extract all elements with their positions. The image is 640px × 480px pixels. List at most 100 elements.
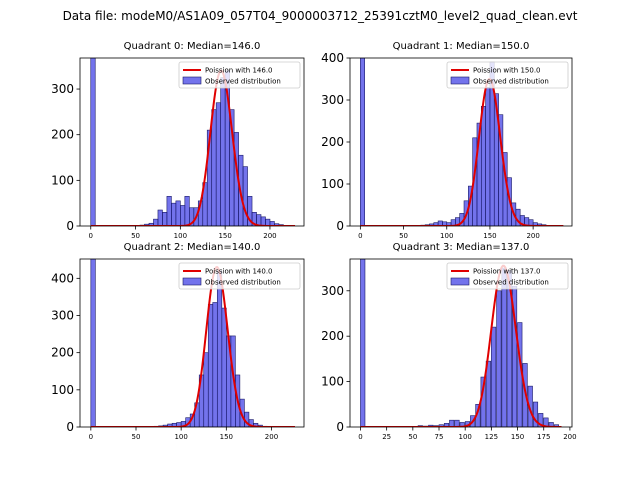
legend-box — [446, 61, 569, 89]
y-tick-label: 300 — [51, 82, 74, 96]
y-tick-label: 300 — [321, 93, 344, 107]
x-tick-label: 125 — [485, 433, 498, 441]
histogram-bar — [496, 290, 502, 427]
legend-curve-label: Poission with 150.0 — [473, 67, 541, 75]
y-tick-label: 300 — [321, 284, 344, 298]
subplot-quadrant-2: Quadrant 2: Median=140.0 0 100 200 300 400 0 50… — [51, 242, 305, 441]
poisson-curve — [360, 78, 564, 226]
legend-bar-swatch — [450, 277, 470, 286]
figure-title: Data file: modeM0/AS1A09_057T04_90000037… — [63, 9, 578, 23]
subplot-quadrant-3: Quadrant 3: Median=137.0 0 100 200 300 0 25 50 7… — [321, 242, 576, 441]
x-tick-label: 150 — [483, 232, 496, 240]
x-tick-label: 200 — [263, 232, 276, 240]
histogram-bar — [501, 267, 507, 427]
y-tick-label: 400 — [321, 51, 344, 65]
x-tick-label: 75 — [435, 433, 444, 441]
legend-bar-swatch — [450, 76, 470, 85]
histogram-bar — [171, 202, 177, 226]
plot-area — [90, 259, 295, 427]
axes-frame — [79, 258, 305, 428]
histogram-bar — [522, 363, 528, 427]
histogram-bar — [211, 109, 217, 226]
histogram-bar — [207, 304, 214, 427]
histogram-bar — [553, 424, 560, 427]
x-tick-label: 100 — [459, 433, 472, 441]
x-tick-label: 0 — [358, 232, 362, 240]
histogram-bar — [485, 87, 491, 226]
x-tick-label: 150 — [220, 433, 233, 441]
x-tick-label: 200 — [526, 232, 539, 240]
x-tick-label: 150 — [218, 232, 231, 240]
histogram-bar — [203, 352, 209, 427]
axes-frame — [349, 258, 573, 428]
histogram-bar — [538, 413, 544, 427]
legend: Poission with 140.0 Observed distribution — [178, 262, 301, 290]
legend: Poission with 146.0 Observed distribution — [178, 61, 301, 89]
histogram-bar — [491, 326, 497, 427]
histogram-bar — [449, 419, 455, 427]
y-tick-label: 200 — [51, 128, 74, 142]
x-tick-label: 50 — [131, 232, 140, 240]
subplot-title: Quadrant 3: Median=137.0 — [393, 242, 530, 253]
legend-bar-label: Observed distribution — [205, 279, 281, 287]
x-tick-label: 200 — [563, 433, 576, 441]
y-tick-label: 200 — [51, 346, 74, 360]
x-tick-label: 0 — [89, 433, 93, 441]
histogram-bar — [480, 106, 486, 226]
x-tick-label: 100 — [174, 433, 187, 441]
legend: Poission with 150.0 Observed distribution — [446, 61, 569, 89]
histogram-bar — [215, 102, 221, 226]
x-tick-label: 0 — [358, 433, 362, 441]
histogram-bar — [212, 302, 218, 427]
x-tick-label: 25 — [382, 433, 391, 441]
subplot-quadrant-1: Quadrant 1: Median=150.0 0 100 200 300 400 0 50… — [321, 41, 573, 240]
legend-bar-swatch — [182, 277, 202, 286]
histogram-bar — [90, 259, 96, 427]
legend-bar-label: Observed distribution — [473, 78, 549, 86]
histogram-bar — [459, 422, 465, 427]
histogram-bar — [90, 58, 96, 226]
histogram-bar — [162, 212, 168, 226]
histogram-bar — [157, 209, 163, 226]
y-tick-label: 300 — [51, 308, 74, 322]
histogram-bar — [438, 424, 444, 427]
histogram-bar — [184, 196, 190, 226]
histogram-bar — [532, 401, 539, 427]
poisson-curve — [90, 69, 296, 226]
histogram-bar — [175, 200, 181, 226]
histogram-bar — [216, 270, 223, 427]
y-tick-label: 100 — [321, 177, 344, 191]
legend-box — [178, 61, 301, 89]
legend-curve-label: Poission with 146.0 — [205, 67, 273, 75]
x-tick-label: 50 — [399, 232, 408, 240]
histogram-bar — [153, 218, 159, 226]
x-tick-label: 50 — [132, 433, 141, 441]
x-tick-label: 100 — [440, 232, 453, 240]
histogram-bar — [221, 307, 227, 427]
y-tick-label: 100 — [321, 375, 344, 389]
subplots: Quadrant 0: Median=146.0 0 100 200 300 0 50 100… — [51, 41, 576, 441]
y-tick-label: 100 — [51, 383, 74, 397]
legend-box — [446, 262, 569, 290]
subplot-title: Quadrant 2: Median=140.0 — [124, 242, 261, 253]
y-tick-label: 0 — [66, 219, 74, 233]
histogram-bar — [360, 259, 366, 427]
y-tick-label: 200 — [321, 329, 344, 343]
axes-frame — [79, 57, 305, 227]
subplot-title: Quadrant 1: Median=150.0 — [393, 41, 530, 52]
legend: Poission with 137.0 Observed distribution — [446, 262, 569, 290]
x-tick-label: 0 — [89, 232, 93, 240]
x-tick-label: 150 — [511, 433, 524, 441]
legend-box — [178, 262, 301, 290]
x-tick-label: 100 — [174, 232, 187, 240]
legend-curve-label: Poission with 140.0 — [205, 268, 273, 276]
x-tick-label: 175 — [537, 433, 550, 441]
y-tick-label: 200 — [321, 135, 344, 149]
histogram-bar — [360, 58, 365, 226]
histogram-bar — [485, 360, 491, 427]
y-tick-label: 100 — [51, 173, 74, 187]
y-tick-label: 0 — [66, 420, 74, 434]
legend-bar-label: Observed distribution — [473, 279, 549, 287]
plot-area — [90, 58, 296, 226]
